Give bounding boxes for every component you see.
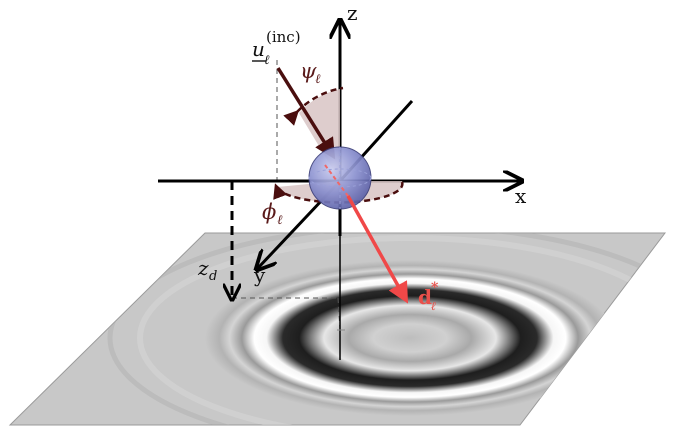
svg-text:u: u bbox=[252, 37, 265, 61]
ground-plane bbox=[8, 232, 667, 426]
svg-text:ℓ: ℓ bbox=[315, 72, 321, 87]
svg-text:ℓ: ℓ bbox=[431, 299, 436, 313]
svg-text:d: d bbox=[209, 269, 217, 284]
projection-lines bbox=[232, 60, 341, 331]
svg-text:ψ: ψ bbox=[300, 59, 317, 83]
scatter-arrow bbox=[346, 195, 409, 304]
svg-text:z: z bbox=[197, 256, 209, 280]
z-axis-label: z bbox=[347, 1, 358, 25]
zd-label: z d bbox=[197, 256, 217, 284]
svg-text:ϕ: ϕ bbox=[262, 200, 276, 224]
svg-text:ℓ: ℓ bbox=[277, 213, 283, 228]
svg-text:d: d bbox=[418, 285, 432, 309]
incident-label: u ℓ (inc) bbox=[252, 28, 301, 68]
psi-label: ψ ℓ bbox=[300, 59, 321, 87]
svg-text:ℓ: ℓ bbox=[264, 53, 270, 68]
incident-arrow bbox=[276, 67, 336, 160]
scatter-label: d * ℓ bbox=[418, 280, 439, 313]
x-axis-label: x bbox=[515, 184, 527, 208]
scatterer-sphere bbox=[308, 146, 372, 210]
y-axis-label: y bbox=[253, 263, 266, 287]
svg-text:*: * bbox=[431, 280, 439, 296]
svg-text:(inc): (inc) bbox=[266, 28, 301, 46]
phi-label: ϕ ℓ bbox=[262, 200, 283, 228]
